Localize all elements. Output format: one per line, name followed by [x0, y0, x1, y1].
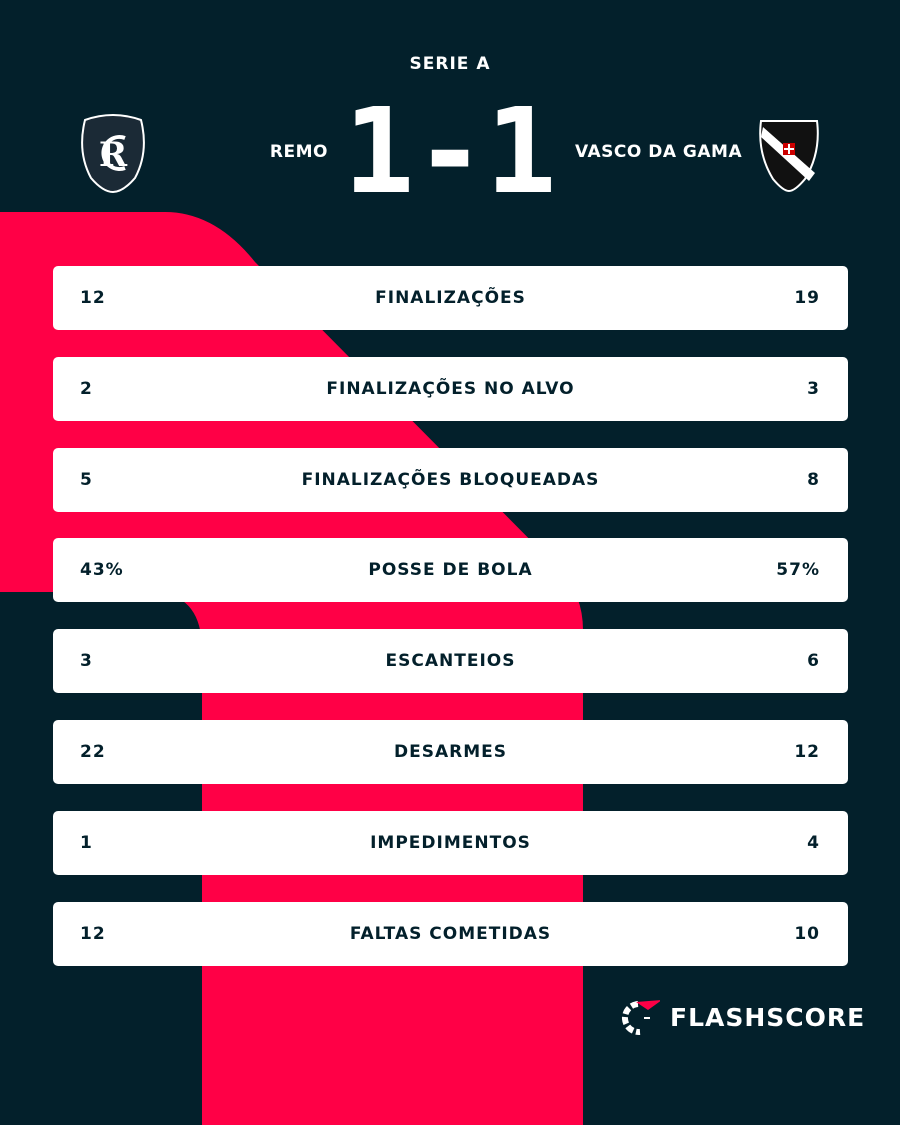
home-value: 5 — [80, 469, 93, 490]
away-value: 8 — [807, 469, 820, 490]
home-team-name: REMO — [269, 142, 328, 162]
scoreline: 1-1 — [340, 92, 560, 210]
home-value: 43% — [80, 560, 124, 581]
stat-label: ESCANTEIOS — [385, 651, 516, 672]
stat-row: 12 FALTAS COMETIDAS 10 — [53, 901, 848, 966]
stat-row: 43% POSSE DE BOLA 57% — [53, 538, 848, 603]
home-value: 1 — [80, 832, 93, 853]
stat-label: DESARMES — [394, 742, 507, 762]
away-value: 6 — [807, 651, 820, 672]
flashscore-logo: FLASHSCORE — [618, 998, 865, 1036]
away-score: 1 — [485, 82, 557, 220]
brand-name: FLASHSCORE — [670, 1002, 866, 1032]
home-value: 12 — [80, 288, 106, 308]
home-value: 22 — [80, 742, 106, 762]
stat-row: 5 FINALIZAÇÕES BLOQUEADAS 8 — [53, 447, 848, 512]
stat-row: 12 FINALIZAÇÕES 19 — [53, 266, 848, 330]
stat-label: FALTAS COMETIDAS — [349, 923, 552, 944]
stat-row: 2 FINALIZAÇÕES NO ALVO 3 — [53, 356, 848, 421]
remo-crest-icon: R — [81, 114, 145, 194]
away-value: 19 — [794, 288, 820, 308]
stat-label: FINALIZAÇÕES BLOQUEADAS — [301, 469, 600, 490]
stat-row: 1 IMPEDIMENTOS 4 — [53, 810, 848, 875]
away-value: 57% — [776, 560, 820, 581]
flashscore-logo-icon — [621, 1000, 660, 1036]
home-value: 3 — [80, 651, 93, 672]
stat-row: 3 ESCANTEIOS 6 — [53, 629, 848, 694]
vasco-crest-icon — [759, 120, 819, 193]
away-team-name: VASCO DA GAMA — [575, 142, 743, 162]
home-value: 2 — [80, 378, 93, 399]
stat-label: IMPEDIMENTOS — [370, 832, 531, 853]
away-value: 3 — [807, 378, 820, 399]
score-separator: - — [414, 82, 486, 220]
stat-label: POSSE DE BOLA — [368, 560, 533, 581]
league-name: SERIE A — [409, 54, 491, 74]
away-value: 4 — [807, 832, 820, 853]
away-value: 12 — [794, 742, 820, 762]
home-score: 1 — [343, 82, 415, 220]
stat-label: FINALIZAÇÕES NO ALVO — [326, 378, 575, 399]
away-value: 10 — [794, 923, 820, 944]
home-value: 12 — [80, 923, 106, 944]
stat-row: 22 DESARMES 12 — [53, 720, 848, 784]
stat-label: FINALIZAÇÕES — [375, 288, 526, 308]
